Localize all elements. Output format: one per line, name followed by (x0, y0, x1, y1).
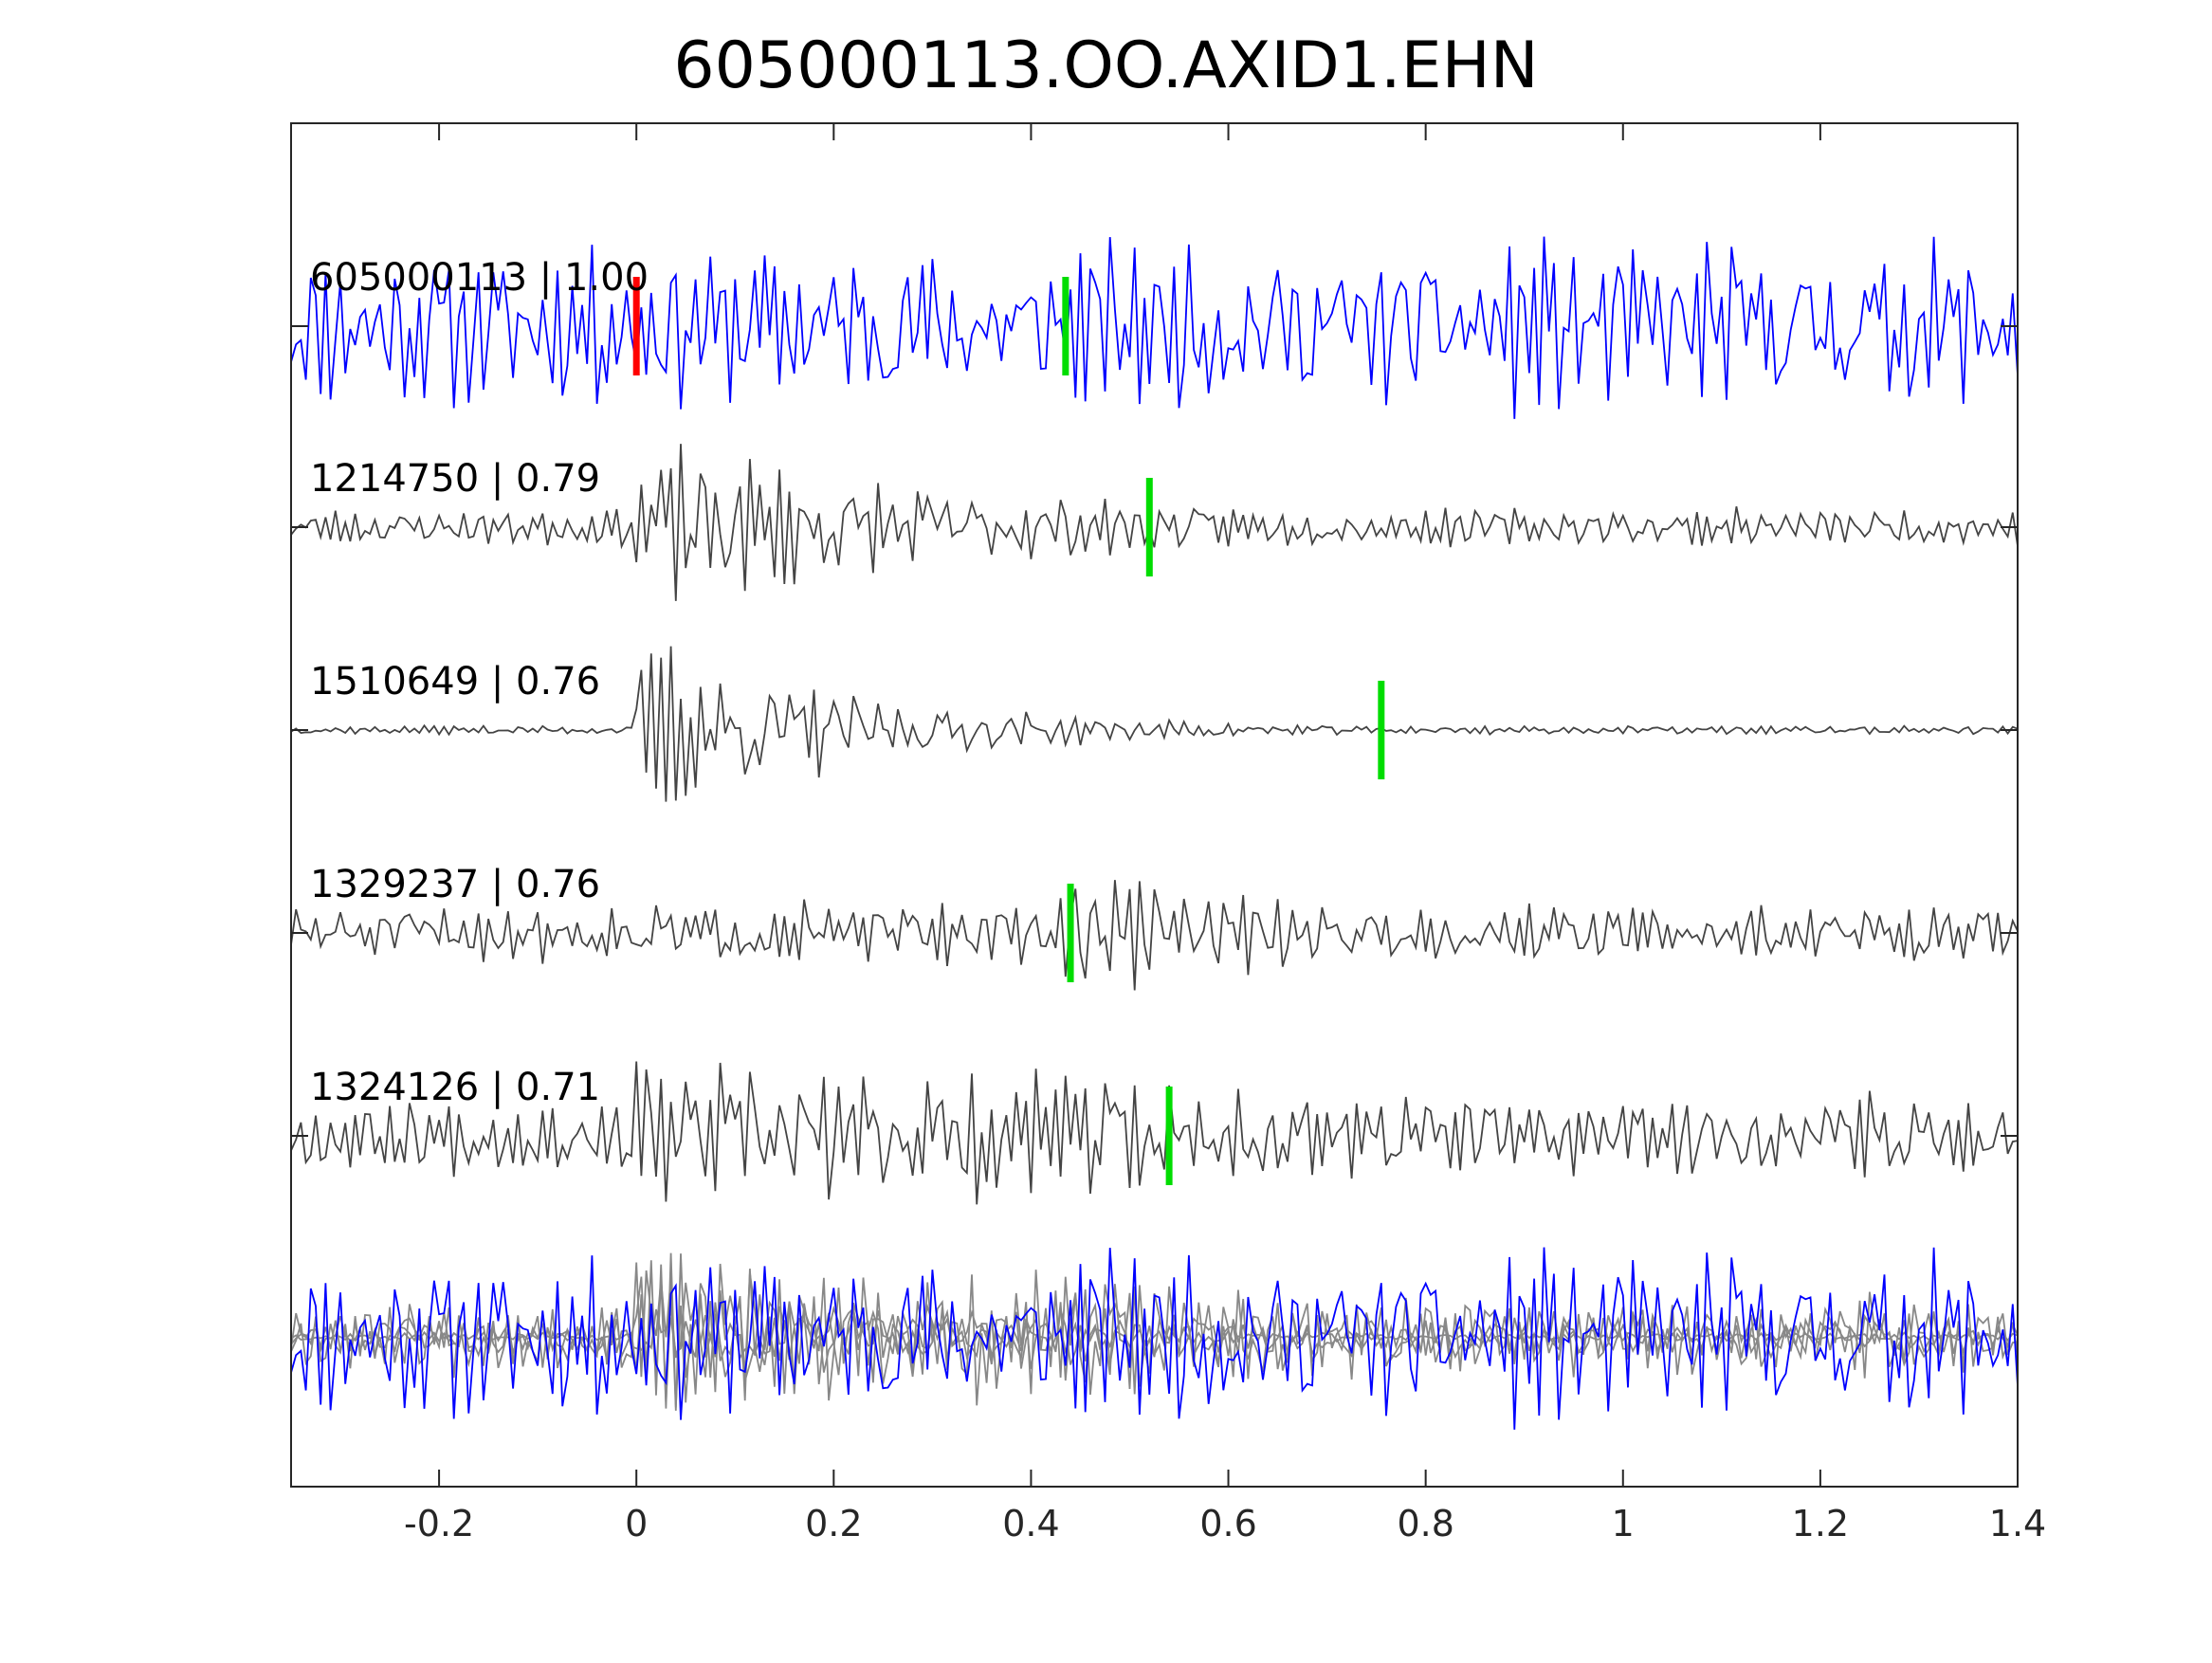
xtick-label-1: 0 (625, 1503, 648, 1544)
xtick-label-4: 0.6 (1199, 1503, 1256, 1544)
xtick-label-6: 1 (1612, 1503, 1635, 1544)
traces-layer (290, 236, 2019, 1205)
trace-4-label: 1329237 | 0.76 (310, 863, 600, 906)
trace-1-waveform (290, 236, 2019, 419)
xtick-label-2: 0.2 (805, 1503, 862, 1544)
labels-layer: 605000113 | 1.00 1214750 | 0.79 1510649 | … (310, 256, 649, 1109)
picks-layer (632, 277, 1385, 1185)
ticks-layer: -0.2 0 0.2 0.4 0.6 0.8 1 1.2 1.4 (291, 123, 2046, 1544)
trace-5-waveform (290, 1061, 2019, 1205)
trace-5-label: 1324126 | 0.71 (310, 1066, 600, 1109)
trace-1-label: 605000113 | 1.00 (310, 256, 649, 300)
xtick-label-3: 0.4 (1002, 1503, 1059, 1544)
axes-frame (290, 122, 2019, 1488)
xtick-label-7: 1.2 (1792, 1503, 1849, 1544)
trace-2-label: 1214750 | 0.79 (310, 457, 600, 501)
trace-2-waveform (290, 444, 2019, 601)
xtick-label-8: 1.4 (1989, 1503, 2046, 1544)
xtick-label-5: 0.8 (1397, 1503, 1453, 1544)
overlay-trace-1 (290, 1247, 2019, 1430)
trace-4-waveform (290, 880, 2019, 991)
xtick-label-0: -0.2 (404, 1503, 474, 1544)
overlay-layer (290, 1247, 2019, 1430)
trace-3-label: 1510649 | 0.76 (310, 660, 600, 704)
chart-title: 605000113.OO.AXID1.EHN (673, 28, 1539, 103)
trace-3-waveform (290, 646, 2019, 802)
